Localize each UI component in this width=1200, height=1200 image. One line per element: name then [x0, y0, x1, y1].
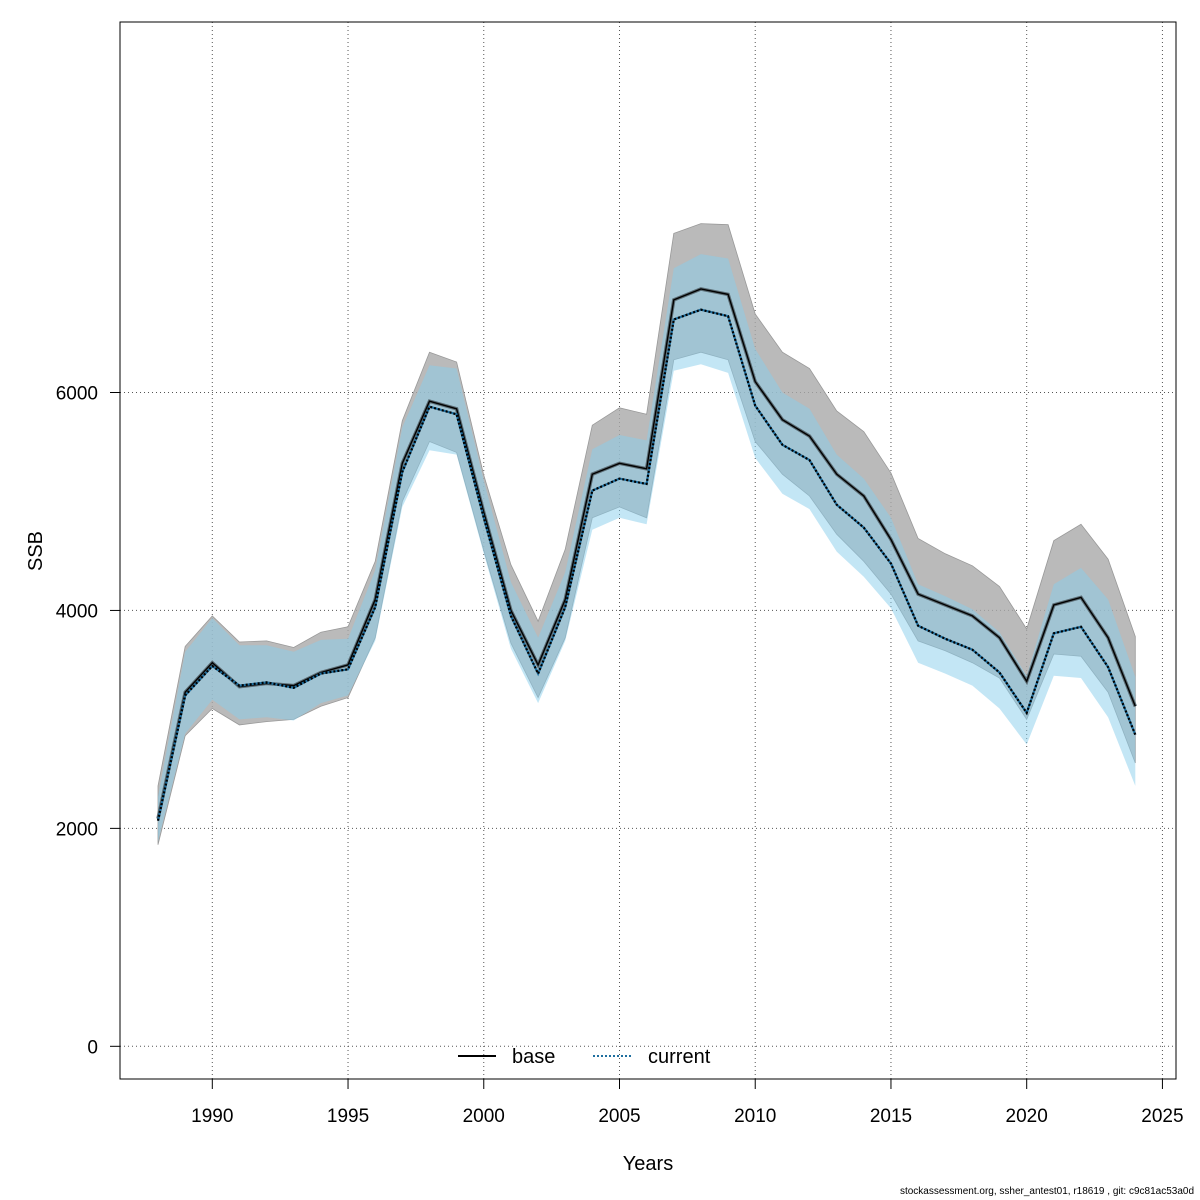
line-base [157, 288, 1136, 819]
confidence-bands [157, 223, 1136, 845]
band-base [157, 223, 1136, 845]
axes: 1990 1995 2000 2005 2010 2015 2020 2025 0 2000 400… [56, 383, 1184, 1127]
series-lines [156, 287, 1137, 821]
x-tick-label-2010: 2010 [734, 1106, 776, 1127]
footer-credit: stockassessment.org, ssher_antest01, r18… [899, 1186, 1194, 1197]
line-halo-current [156, 308, 1137, 821]
grid [120, 22, 1176, 1079]
y-tick-label-0: 0 [87, 1037, 98, 1058]
plot-frame [119, 21, 1177, 1080]
legend-label-base: base [512, 1046, 555, 1068]
y-tick-label-6000: 6000 [56, 383, 98, 404]
x-tick-label-2000: 2000 [463, 1106, 505, 1127]
legend: base current [458, 1046, 711, 1068]
x-tick-label-2015: 2015 [870, 1106, 912, 1127]
x-tick-label-1990: 1990 [191, 1106, 233, 1127]
x-tick-label-2005: 2005 [598, 1106, 640, 1127]
x-tick-label-1995: 1995 [327, 1106, 369, 1127]
y-tick-label-4000: 4000 [56, 601, 98, 622]
legend-label-current: current [648, 1046, 711, 1068]
x-tick-label-2025: 2025 [1141, 1106, 1183, 1127]
line-current [156, 308, 1137, 821]
x-axis-title: Years [623, 1153, 673, 1175]
y-tick-label-2000: 2000 [56, 819, 98, 840]
x-tick-label-2020: 2020 [1006, 1106, 1048, 1127]
y-axis-title: SSB [25, 531, 47, 571]
band-current [158, 254, 1136, 842]
line-halo-base [156, 287, 1137, 819]
